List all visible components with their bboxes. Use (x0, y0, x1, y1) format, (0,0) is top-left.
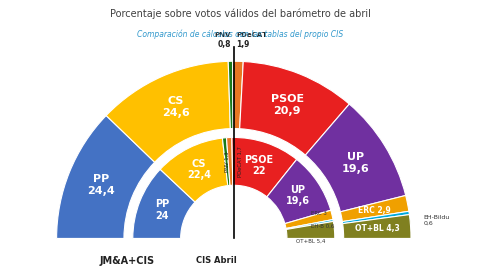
Wedge shape (227, 137, 233, 185)
Wedge shape (106, 61, 230, 162)
Text: 0,8: 0,8 (217, 40, 231, 49)
Wedge shape (228, 61, 233, 129)
Text: CS
24,6: CS 24,6 (162, 96, 190, 118)
Wedge shape (233, 61, 243, 129)
Text: Comparación de cálculos con las tablas del propio CIS: Comparación de cálculos con las tablas d… (137, 30, 343, 39)
Text: Porcentaje sobre votos válidos del barómetro de abril: Porcentaje sobre votos válidos del baróm… (109, 8, 371, 19)
Text: EH-B 0,6: EH-B 0,6 (312, 224, 335, 229)
Text: PP
24: PP 24 (155, 199, 169, 221)
Wedge shape (57, 116, 155, 238)
Text: PP
24,4: PP 24,4 (87, 174, 115, 195)
Text: JM&A+CIS: JM&A+CIS (100, 256, 155, 266)
Text: PSOE
20,9: PSOE 20,9 (271, 94, 304, 116)
Wedge shape (305, 104, 406, 212)
Text: ERC 3: ERC 3 (311, 211, 326, 216)
Text: PDeCАT 1,7: PDeCАT 1,7 (237, 146, 242, 177)
Wedge shape (232, 137, 297, 197)
Text: 1,9: 1,9 (237, 40, 250, 49)
Text: ERC 2,9: ERC 2,9 (358, 205, 391, 214)
Wedge shape (160, 138, 228, 202)
Wedge shape (286, 220, 333, 230)
Text: UP
19,6: UP 19,6 (342, 152, 370, 174)
Wedge shape (222, 138, 230, 186)
Wedge shape (133, 169, 195, 238)
Wedge shape (285, 210, 333, 228)
Text: CS
22,4: CS 22,4 (187, 159, 211, 180)
Wedge shape (343, 215, 411, 238)
Text: OT+BL 4,3: OT+BL 4,3 (355, 224, 399, 233)
Wedge shape (267, 159, 331, 224)
Text: UP
19,6: UP 19,6 (286, 185, 310, 206)
Text: OT+BL 5,4: OT+BL 5,4 (296, 238, 325, 243)
Text: EH-Bildu
0,6: EH-Bildu 0,6 (423, 215, 450, 226)
Text: CIS Abril: CIS Abril (196, 256, 237, 265)
Wedge shape (340, 195, 409, 222)
Text: PDeCАT: PDeCАT (237, 32, 267, 38)
Text: PSOE
22: PSOE 22 (244, 155, 273, 176)
Wedge shape (342, 211, 409, 224)
Text: PNV: PNV (215, 32, 231, 38)
Text: PNV 1,3: PNV 1,3 (225, 151, 230, 172)
Wedge shape (286, 221, 335, 238)
Wedge shape (240, 62, 349, 155)
